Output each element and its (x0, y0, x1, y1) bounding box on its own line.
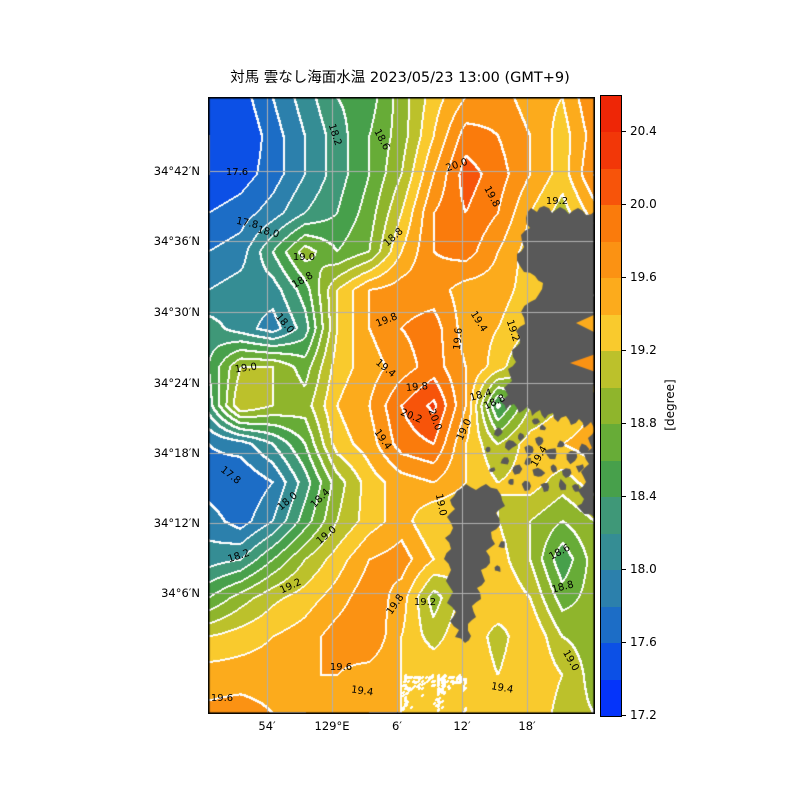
colorbar-tick-label: 20.0 (630, 197, 657, 211)
y-tick-label: 34°6′N (161, 586, 200, 600)
colorbar-tick-label: 20.4 (630, 124, 657, 138)
colorbar-segment (601, 679, 621, 716)
colorbar-segment (601, 460, 621, 498)
sst-contour-map-canvas (208, 97, 595, 714)
y-tick-label: 34°42′N (153, 164, 200, 178)
colorbar-segment (601, 168, 621, 206)
colorbar (600, 95, 622, 717)
y-tick-label: 34°36′N (153, 234, 200, 248)
colorbar-unit-label: [degree] (663, 379, 677, 431)
colorbar-tick-mark (622, 496, 626, 497)
colorbar-tick-mark (622, 131, 626, 132)
colorbar-segment (601, 278, 621, 315)
colorbar-tick-label: 19.2 (630, 343, 657, 357)
colorbar-segment (601, 533, 621, 571)
colorbar-tick-mark (622, 204, 626, 205)
colorbar-tick-mark (622, 277, 626, 278)
colorbar-tick-label: 18.0 (630, 562, 657, 576)
plot-title: 対馬 雲なし海面水温 2023/05/23 13:00 (GMT+9) (230, 70, 570, 86)
y-tick-label: 34°24′N (153, 376, 200, 390)
colorbar-segment (601, 643, 621, 680)
colorbar-segment (601, 351, 621, 388)
colorbar-tick-mark (622, 423, 626, 424)
x-tick-label: 12′ (453, 719, 471, 733)
colorbar-segment (601, 314, 621, 352)
colorbar-tick-label: 19.6 (630, 270, 657, 284)
colorbar-segment (601, 241, 621, 279)
colorbar-tick-label: 18.4 (630, 489, 657, 503)
x-tick-label: 129°E (314, 719, 350, 733)
colorbar-segment (601, 387, 621, 425)
y-tick-label: 34°30′N (153, 305, 200, 319)
colorbar-segment (601, 570, 621, 607)
colorbar-segment (601, 96, 621, 133)
colorbar-tick-mark (622, 569, 626, 570)
colorbar-tick-mark (622, 350, 626, 351)
colorbar-segment (601, 606, 621, 644)
y-tick-label: 34°18′N (153, 446, 200, 460)
colorbar-segment (601, 132, 621, 169)
y-tick-label: 34°12′N (153, 516, 200, 530)
x-tick-label: 54′ (258, 719, 276, 733)
colorbar-tick-label: 18.8 (630, 416, 657, 430)
colorbar-tick-mark (622, 715, 626, 716)
colorbar-tick-label: 17.6 (630, 635, 657, 649)
colorbar-tick-label: 17.2 (630, 708, 657, 722)
x-tick-label: 6′ (392, 719, 402, 733)
x-tick-label: 18′ (518, 719, 536, 733)
map-plot-area: 17.6 18.2 18.6 20.0 19.8 19.2 17.8 18.0 18.8 19.0… (208, 97, 595, 714)
colorbar-segment (601, 424, 621, 461)
colorbar-tick-mark (622, 642, 626, 643)
colorbar-segment (601, 497, 621, 534)
colorbar-segment (601, 205, 621, 242)
